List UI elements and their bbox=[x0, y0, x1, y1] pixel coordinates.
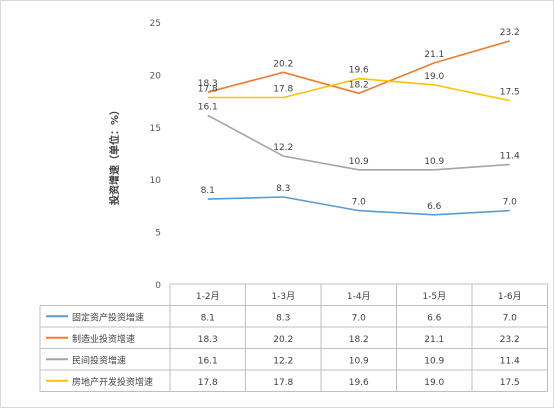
data-label-2-3: 10.9 bbox=[424, 157, 444, 167]
table-cell-1-3: 21.1 bbox=[424, 335, 444, 345]
data-label-1-2: 18.2 bbox=[349, 80, 369, 90]
table-cell-0-4: 7.0 bbox=[503, 313, 518, 323]
data-labels: 8.1 8.3 7.0 6.6 7.0 18.3 20.2 18.2 21.1 23.2 16.1 1… bbox=[198, 28, 520, 212]
table-cell-3-1: 17.8 bbox=[273, 378, 293, 388]
series-line-0 bbox=[207, 196, 510, 216]
legend-entry-3: 房地产开发投资增速 bbox=[72, 376, 153, 388]
data-label-1-1: 20.2 bbox=[273, 59, 293, 69]
table-cell-0-2: 7.0 bbox=[352, 313, 367, 323]
data-label-0-0: 8.1 bbox=[201, 186, 215, 196]
table-cell-2-0: 16.1 bbox=[198, 356, 218, 366]
data-label-1-0: 18.3 bbox=[198, 79, 218, 89]
table-cell-2-4: 11.4 bbox=[500, 356, 520, 366]
x-category-label: 1-4月 bbox=[347, 291, 371, 302]
table-cell-2-3: 10.9 bbox=[424, 356, 444, 366]
table-cell-0-0: 8.1 bbox=[201, 313, 215, 323]
series-line-2 bbox=[207, 114, 510, 171]
table-cell-1-1: 20.2 bbox=[273, 335, 293, 345]
data-label-1-3: 21.1 bbox=[424, 50, 444, 60]
table-cell-1-2: 18.2 bbox=[349, 335, 369, 345]
x-category-label: 1-3月 bbox=[271, 291, 295, 302]
x-category-label: 1-6月 bbox=[498, 291, 522, 302]
table-cell-3-4: 17.5 bbox=[500, 378, 520, 388]
data-label-1-4: 23.2 bbox=[500, 28, 520, 38]
y-tick-label: 0 bbox=[155, 281, 161, 291]
data-label-2-1: 12.2 bbox=[273, 143, 293, 153]
table-cell-0-3: 6.6 bbox=[427, 313, 442, 323]
table-cell-2-2: 10.9 bbox=[349, 356, 369, 366]
table-cell-3-2: 19.6 bbox=[349, 378, 369, 388]
x-category-label: 1-5月 bbox=[422, 291, 446, 302]
data-label-3-0: 17.8 bbox=[198, 84, 218, 94]
data-label-3-1: 17.8 bbox=[273, 84, 293, 94]
series-line-1 bbox=[207, 40, 511, 95]
y-tick-label: 10 bbox=[150, 176, 162, 186]
table-cell-3-0: 17.8 bbox=[198, 378, 218, 388]
data-label-3-4: 17.5 bbox=[500, 88, 520, 98]
table-cell-0-1: 8.3 bbox=[276, 313, 290, 323]
y-tick-label: 25 bbox=[150, 19, 161, 29]
table-cell-2-1: 12.2 bbox=[273, 356, 293, 366]
series-lines bbox=[207, 40, 511, 216]
data-label-2-4: 11.4 bbox=[500, 152, 520, 162]
table-cell-3-3: 19.0 bbox=[424, 378, 444, 388]
y-axis-title: 投资增速（单位：%） bbox=[108, 105, 121, 205]
y-tick-label: 15 bbox=[150, 124, 161, 134]
data-label-3-3: 19.0 bbox=[424, 72, 444, 82]
data-label-0-1: 8.3 bbox=[276, 184, 290, 194]
y-axis-ticks: 0 5 10 15 20 25 bbox=[150, 19, 162, 291]
data-label-0-3: 6.6 bbox=[427, 202, 442, 212]
x-category-label: 1-2月 bbox=[196, 291, 220, 302]
data-label-3-2: 19.6 bbox=[349, 66, 369, 76]
y-tick-label: 5 bbox=[155, 229, 161, 239]
legend-entry-0: 固定资产投资增速 bbox=[72, 311, 144, 323]
table-cell-1-0: 18.3 bbox=[198, 335, 218, 345]
data-label-2-0: 16.1 bbox=[198, 102, 218, 112]
legend-entry-1: 制造业投资增速 bbox=[72, 333, 135, 345]
legend-entry-2: 民间投资增速 bbox=[72, 354, 126, 366]
data-label-0-4: 7.0 bbox=[503, 198, 518, 208]
data-label-2-2: 10.9 bbox=[349, 157, 369, 167]
y-tick-label: 20 bbox=[150, 71, 162, 81]
series-line-3 bbox=[207, 77, 510, 102]
table-cell-1-4: 23.2 bbox=[500, 335, 520, 345]
data-label-0-2: 7.0 bbox=[352, 198, 367, 208]
